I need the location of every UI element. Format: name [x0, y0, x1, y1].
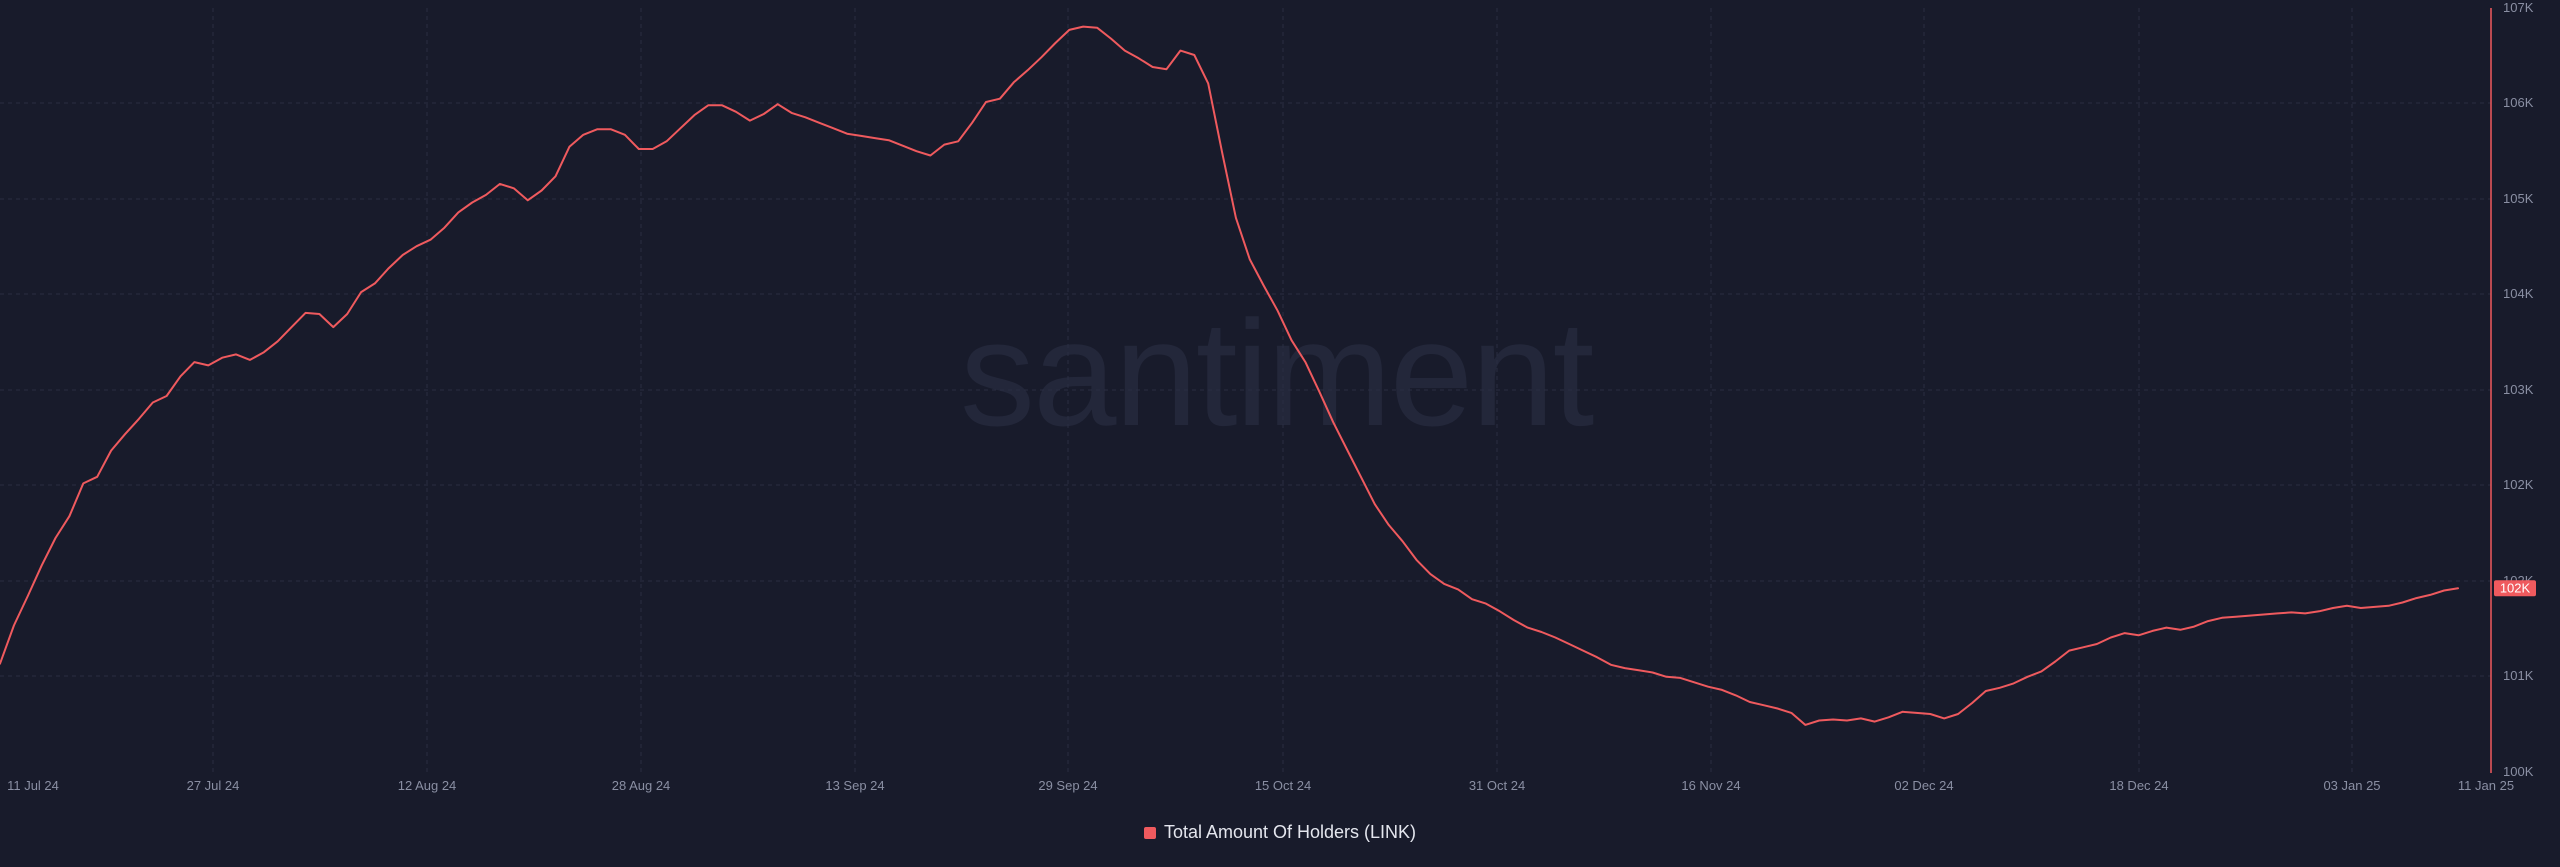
y-tick-label: 107K	[2503, 0, 2534, 15]
y-tick-label: 104K	[2503, 286, 2534, 301]
x-tick-label: 12 Aug 24	[398, 778, 457, 793]
x-tick-label: 02 Dec 24	[1894, 778, 1953, 793]
x-tick-label: 31 Oct 24	[1469, 778, 1525, 793]
x-tick-label: 11 Jul 24	[7, 778, 59, 793]
y-tick-label: 100K	[2503, 764, 2534, 779]
x-tick-label: 28 Aug 24	[612, 778, 671, 793]
y-tick-label: 101K	[2503, 668, 2534, 683]
x-tick-label: 29 Sep 24	[1038, 778, 1097, 793]
x-tick-label: 13 Sep 24	[825, 778, 884, 793]
y-tick-label: 105K	[2503, 191, 2534, 206]
legend-swatch-icon	[1143, 826, 1156, 839]
santiment-watermark-text: santiment	[960, 289, 1594, 457]
y-tick-label: 102K	[2503, 477, 2534, 492]
x-tick-label: 03 Jan 25	[2323, 778, 2380, 793]
x-tick-label: 16 Nov 24	[1681, 778, 1740, 793]
y-tick-label: 106K	[2503, 95, 2534, 110]
last-value-badge	[2494, 580, 2536, 597]
series-layer	[0, 25, 2459, 726]
grid-lines	[0, 8, 2491, 773]
x-tick-label: 11 Jan 25	[2458, 778, 2514, 793]
x-tick-label: 15 Oct 24	[1255, 778, 1311, 793]
x-tick-label: 18 Dec 24	[2109, 778, 2168, 793]
series-line-total-holders[interactable]	[0, 25, 2459, 726]
tick-labels: 107K106K105K104K103K102K102K101K100K11 J…	[7, 0, 2536, 793]
legend-label: Total Amount Of Holders (LINK)	[1163, 822, 1417, 842]
x-tick-label: 27 Jul 24	[187, 778, 240, 793]
last-value-label: 102K	[2500, 580, 2531, 595]
chart-legend[interactable]: Total Amount Of Holders (LINK)	[0, 822, 2560, 843]
y-tick-label: 103K	[2503, 382, 2534, 397]
